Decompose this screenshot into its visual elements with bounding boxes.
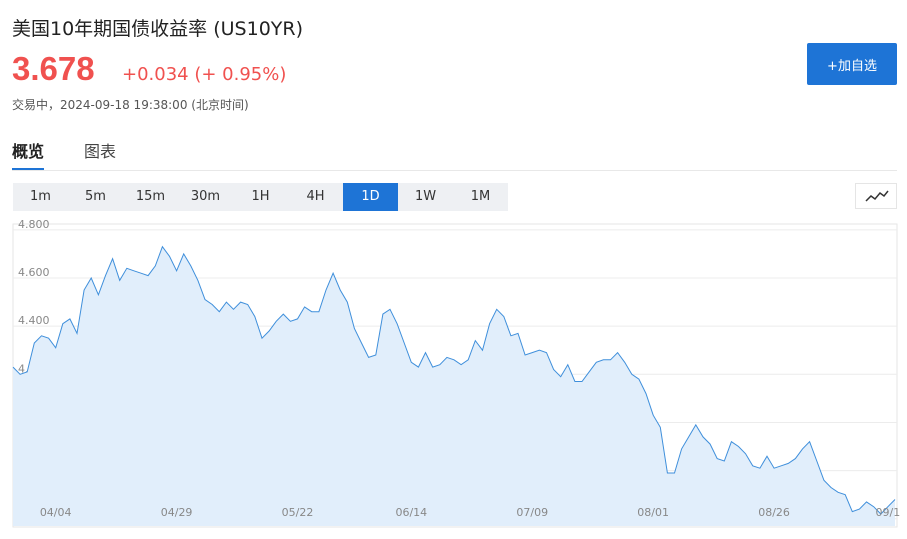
range-button[interactable]: 5m <box>85 189 106 204</box>
y-tick-label: 4.600 <box>18 266 50 279</box>
status: 交易中，2024-09-18 19:38:00 (北京时间) <box>12 98 249 112</box>
x-tick-label: 06/14 <box>395 506 427 519</box>
divider <box>12 170 897 171</box>
x-tick-label: 09/1 <box>876 506 901 519</box>
symbol: (US10YR) <box>213 18 304 40</box>
range-button[interactable]: 1W <box>414 189 437 204</box>
x-tick-label: 05/22 <box>282 506 314 519</box>
title-text: 美国10年期国债收益率 <box>12 18 208 40</box>
x-tick-label: 08/01 <box>637 506 669 519</box>
range-bar: 1m 5m 15m 30m 1H 4H 1D 1W 1M <box>13 183 508 211</box>
x-tick-label: 04/04 <box>40 506 72 519</box>
area <box>13 246 895 526</box>
add-watchlist-button[interactable]: +加自选 <box>807 43 897 85</box>
range-button[interactable]: 15m <box>135 189 166 204</box>
range-button[interactable]: 1H <box>251 189 270 204</box>
tab[interactable]: 概览 <box>12 138 45 171</box>
chart-type-button[interactable] <box>855 183 897 209</box>
title: 美国10年期国债收益率 (US10YR) <box>12 14 303 41</box>
x-tick-label: 08/26 <box>758 506 790 519</box>
range-button[interactable]: 1m <box>30 189 51 204</box>
tab[interactable]: 图表 <box>84 142 117 161</box>
y-tick-label: 4.400 <box>18 314 50 327</box>
x-tick-label: 04/29 <box>161 506 193 519</box>
range-button[interactable]: 4H <box>306 189 325 204</box>
price: 3.678 <box>12 50 95 87</box>
chart-icon <box>865 190 889 202</box>
y-tick-label: 4.800 <box>18 218 50 231</box>
line <box>12 245 896 515</box>
range-button[interactable]: 1M <box>470 189 491 204</box>
x-tick-label: 07/09 <box>516 506 548 519</box>
change: +0.034 (+ 0.95%) <box>122 64 287 85</box>
range-button[interactable]: 30m <box>190 189 221 204</box>
range-button[interactable]: 1D <box>343 183 398 211</box>
